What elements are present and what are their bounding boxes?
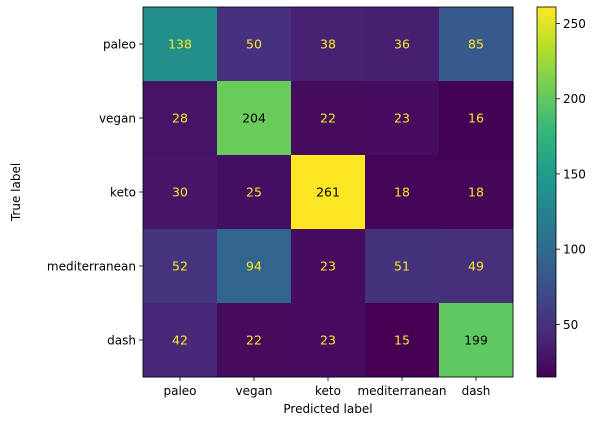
cell-value-label: 18 [394,185,410,200]
matrix-cell [291,303,366,378]
x-tick-label: mediterranean [357,384,446,398]
y-axis-label: True label [9,163,23,222]
y-tick-label: vegan [99,112,136,126]
cell-value-label: 204 [242,111,266,126]
matrix-cell [143,303,218,378]
matrix-cell [365,7,440,82]
cell-value-label: 23 [320,259,336,274]
cell-value-label: 50 [246,37,262,52]
matrix-cell [143,155,218,230]
matrix-cell [365,81,440,156]
colorbar-ticks: 50 100 150 200 250 [556,17,586,332]
matrix-cell [217,7,292,82]
matrix-cell [439,155,514,230]
colorbar [537,7,556,377]
matrix-cell [365,229,440,304]
matrix-cell [439,229,514,304]
cell-value-label: 25 [246,185,262,200]
cell-value-label: 28 [172,111,188,126]
colorbar-tick-label: 150 [563,167,586,181]
x-tick-label: vegan [235,384,272,398]
cell-value-label: 22 [320,111,336,126]
x-tick-label: dash [462,384,491,398]
cell-value-label: 49 [468,259,484,274]
matrix-cell [217,155,292,230]
matrix-cell [291,7,366,82]
cell-value-label: 23 [394,111,410,126]
colorbar-tick-label: 250 [563,17,586,31]
matrix-cell [365,303,440,378]
cell-value-label: 52 [172,259,188,274]
cell-value-label: 138 [168,37,192,52]
matrix-cell [217,81,292,156]
x-tick-label: paleo [163,384,196,398]
colorbar-tick-label: 100 [563,243,586,257]
cell-value-label: 18 [468,185,484,200]
matrix-cell [217,229,292,304]
cell-value-label: 22 [246,333,262,348]
matrix-cell [365,155,440,230]
cell-value-label: 15 [394,333,410,348]
colorbar-tick-label: 200 [563,92,586,106]
matrix-cell [143,229,218,304]
matrix-cell [217,303,292,378]
x-axis-label: Predicted label [283,402,372,416]
y-tick-label: paleo [103,38,136,52]
cell-value-label: 199 [464,333,488,348]
matrix-cells [143,7,514,378]
x-tick-label: keto [315,384,341,398]
matrix-cell [143,81,218,156]
x-axis-ticks: paleo vegan keto mediterranean dash [163,377,490,398]
cell-value-label: 261 [316,185,340,200]
cell-value-label: 30 [172,185,188,200]
cell-value-label: 85 [468,37,484,52]
matrix-cell [291,229,366,304]
y-tick-label: keto [110,186,136,200]
matrix-cell [439,81,514,156]
cell-value-label: 23 [320,333,336,348]
y-tick-label: mediterranean [47,260,136,274]
matrix-cell [291,155,366,230]
colorbar-tick-label: 50 [563,318,578,332]
matrix-cell [439,303,514,378]
cell-value-label: 16 [468,111,484,126]
matrix-cell [439,7,514,82]
cell-value-label: 36 [394,37,410,52]
y-axis-ticks: paleo vegan keto mediterranean dash [47,38,143,348]
cell-value-label: 94 [246,259,262,274]
matrix-cell [143,7,218,82]
cell-value-label: 38 [320,37,336,52]
y-tick-label: dash [107,334,136,348]
cell-value-label: 51 [394,259,410,274]
cell-value-labels: 138 50 38 36 85 28 204 22 23 16 30 25 261 18 18 52 94 23 5… [168,37,488,348]
colorbar-frame [536,6,557,378]
matrix-cell [291,81,366,156]
cell-value-label: 42 [172,333,188,348]
